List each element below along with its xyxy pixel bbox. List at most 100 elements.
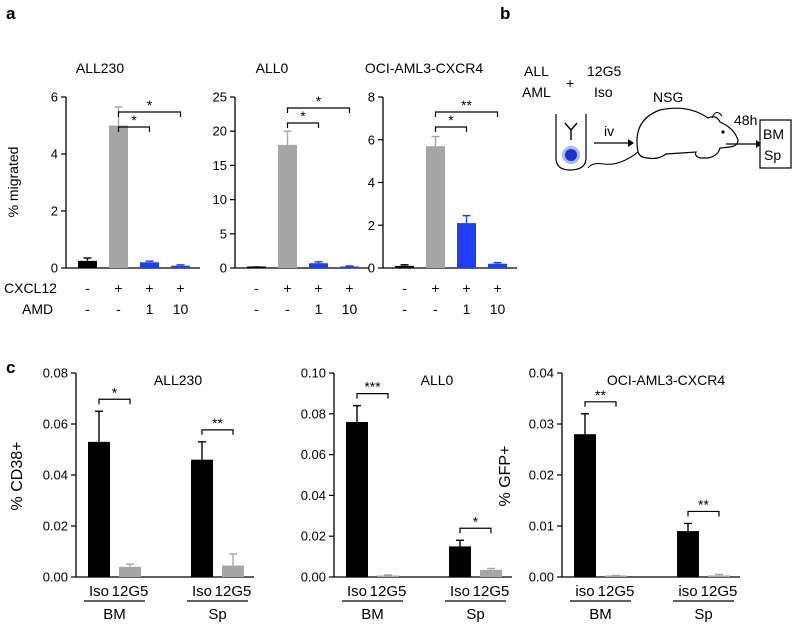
significance-label: * bbox=[300, 108, 306, 124]
bar bbox=[340, 266, 359, 268]
significance-label: ** bbox=[212, 415, 223, 431]
sign-cell: - bbox=[254, 280, 259, 296]
sign-cell: + bbox=[462, 280, 470, 296]
y-tick-label: 0.04 bbox=[529, 366, 554, 381]
bar bbox=[480, 569, 502, 577]
bar bbox=[377, 575, 399, 577]
sign-cell: - bbox=[85, 280, 90, 296]
category-label: 12G5 bbox=[473, 583, 510, 600]
significance-label: ** bbox=[595, 387, 606, 403]
bar bbox=[457, 223, 476, 268]
y-tick-label: 0.02 bbox=[43, 519, 68, 534]
sign-cell: 1 bbox=[463, 301, 471, 317]
time-arrowhead-icon bbox=[756, 140, 762, 148]
category-label: 12G5 bbox=[370, 583, 407, 600]
y-tick-label: 25 bbox=[213, 90, 227, 105]
sign-cell: 1 bbox=[146, 301, 154, 317]
y-tick-label: 0.04 bbox=[43, 468, 68, 483]
y-tick-label: 0.10 bbox=[301, 366, 326, 381]
chart-title: ALL230 bbox=[154, 372, 202, 388]
y-axis-title: % CD38+ bbox=[9, 442, 26, 511]
chart-title: ALL0 bbox=[256, 60, 289, 76]
chart-title: ALL0 bbox=[421, 372, 454, 388]
sign-cell: - bbox=[433, 301, 438, 317]
bar bbox=[605, 575, 627, 577]
significance-bracket bbox=[117, 111, 182, 117]
y-tick-label: 0.02 bbox=[301, 529, 326, 544]
sign-cell: - bbox=[85, 301, 90, 317]
category-label: Iso bbox=[347, 583, 367, 600]
cell-label-aml: AML bbox=[522, 84, 551, 100]
sign-cell: + bbox=[176, 280, 184, 296]
significance-bracket bbox=[584, 401, 617, 407]
route-label: iv bbox=[604, 123, 614, 139]
sign-cell: - bbox=[402, 280, 407, 296]
category-label: iso bbox=[678, 583, 697, 600]
y-tick-label: 0.04 bbox=[301, 488, 326, 503]
y-tick-label: 0.01 bbox=[529, 519, 554, 534]
category-label: 12G5 bbox=[112, 583, 149, 600]
sign-cell: 1 bbox=[315, 301, 323, 317]
bar bbox=[346, 421, 368, 577]
y-tick-label: 0.00 bbox=[43, 570, 68, 585]
mouse-ear-icon bbox=[711, 111, 723, 119]
sign-cell: + bbox=[145, 280, 153, 296]
panel-a-sign-rows: - + + + - - 1 10 - + + + - - 1 10 - + + + - - 1 10 bbox=[85, 280, 505, 317]
chart-c-all230: ALL230% CD38+0.000.020.040.060.08***Iso 1… bbox=[9, 366, 254, 623]
antibody-icon bbox=[564, 122, 578, 140]
bar bbox=[88, 441, 110, 577]
schematic-panel-b: ALL AML + 12G5 Iso iv NSG 48h BM Sp bbox=[522, 63, 792, 171]
significance-bracket bbox=[286, 122, 320, 128]
readout-bm: BM bbox=[763, 126, 784, 142]
panel-label-c: c bbox=[6, 358, 15, 377]
y-tick-label: 4 bbox=[51, 147, 58, 162]
significance-bracket bbox=[434, 126, 468, 132]
y-tick-label: 0 bbox=[51, 261, 58, 276]
sign-cell: - bbox=[402, 301, 407, 317]
category-label: Iso bbox=[450, 583, 470, 600]
significance-label: *** bbox=[364, 379, 381, 395]
chart-c-oci-aml3-cxcr4: OCI-AML3-CXCR4 % GFP+ 0.00 0.01 0.02 0.03 0.04… bbox=[497, 366, 740, 623]
sign-cell: 10 bbox=[173, 301, 189, 317]
chart-title: ALL230 bbox=[76, 60, 124, 76]
y-axis-title: % GFP+ bbox=[497, 446, 514, 507]
significance-bracket bbox=[434, 111, 499, 117]
category-label: 12G5 bbox=[598, 583, 635, 600]
sign-cell: + bbox=[431, 280, 439, 296]
bar bbox=[309, 263, 328, 268]
mouse-eye-icon bbox=[721, 130, 725, 134]
time-label: 48h bbox=[734, 112, 757, 128]
y-tick-label: 0.08 bbox=[43, 366, 68, 381]
y-tick-label: 20 bbox=[213, 124, 227, 139]
chart-a-all0: ALL0 0 5 10 15 20 25 * * bbox=[213, 60, 369, 276]
group-label: BM bbox=[361, 606, 384, 623]
panel-label-a: a bbox=[6, 4, 16, 23]
significance-bracket bbox=[687, 510, 720, 517]
mouse-icon bbox=[636, 107, 739, 160]
y-tick-label: 0 bbox=[220, 261, 227, 276]
bar bbox=[78, 260, 97, 268]
readout-sp: Sp bbox=[764, 147, 781, 163]
y-tick-label: 0.00 bbox=[529, 570, 554, 585]
bar bbox=[278, 144, 297, 268]
y-tick-label: 0.00 bbox=[301, 570, 326, 585]
significance-label: * bbox=[131, 112, 137, 128]
bar bbox=[395, 265, 414, 268]
y-axis-title: % migrated bbox=[5, 147, 21, 218]
category-label: 12G5 bbox=[701, 583, 738, 600]
sign-cell: + bbox=[283, 280, 291, 296]
y-tick-label: 0.06 bbox=[43, 417, 68, 432]
cell-label-all: ALL bbox=[524, 63, 549, 79]
category-label: Iso bbox=[89, 583, 109, 600]
sign-cell: + bbox=[314, 280, 322, 296]
sign-cell: 10 bbox=[490, 301, 506, 317]
bar bbox=[191, 459, 213, 577]
mouse-tail-icon bbox=[587, 151, 639, 169]
bar bbox=[708, 575, 730, 577]
y-tick-label: 0.02 bbox=[529, 468, 554, 483]
antibody-label-12g5: 12G5 bbox=[587, 63, 621, 79]
y-tick-label: 2 bbox=[368, 218, 375, 233]
